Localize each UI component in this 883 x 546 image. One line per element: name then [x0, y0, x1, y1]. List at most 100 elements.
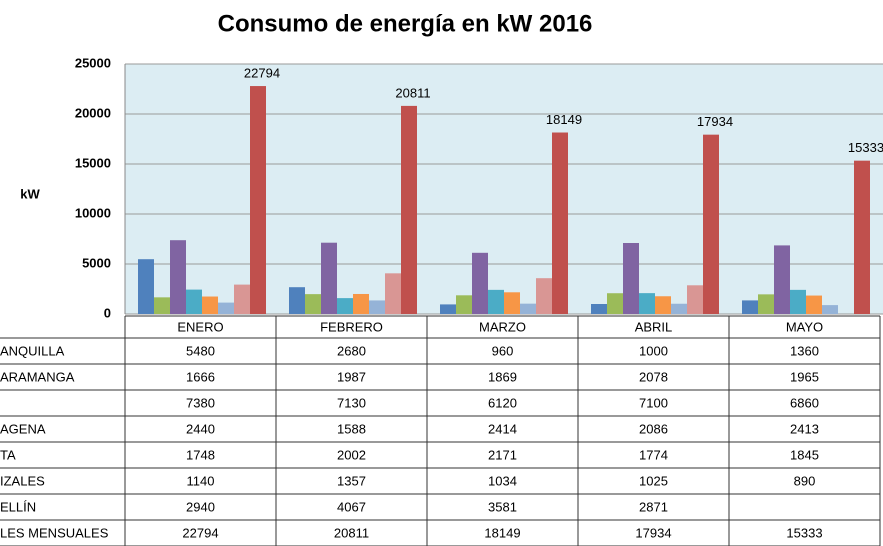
- table-cell: 1357: [337, 473, 366, 488]
- bar: [687, 285, 703, 314]
- y-tick-label: 0: [104, 305, 111, 320]
- bar: [234, 284, 250, 314]
- bar: [369, 300, 385, 314]
- bar: [218, 302, 234, 314]
- table-cell: 2086: [639, 421, 668, 436]
- bar: [552, 132, 568, 314]
- bar: [671, 303, 687, 314]
- bar: [806, 295, 822, 314]
- table-cell: 1666: [186, 369, 215, 384]
- bar: [472, 252, 488, 314]
- table-cell: 20811: [334, 525, 369, 540]
- bar: [170, 240, 186, 314]
- plot-area: [125, 64, 883, 314]
- table-cell: 1140: [187, 473, 215, 488]
- bar: [289, 287, 305, 314]
- y-tick-label: 15000: [75, 155, 111, 170]
- bar: [186, 289, 202, 314]
- x-tick-label: MAYO: [786, 319, 823, 334]
- legend-label: IZALES: [0, 473, 45, 488]
- y-axis-label: kW: [20, 186, 40, 201]
- data-label: 15333: [848, 140, 883, 155]
- bar: [774, 245, 790, 314]
- bar: [742, 300, 758, 314]
- table-cell: 6120: [488, 395, 517, 410]
- bar: [639, 293, 655, 314]
- table-cell: 17934: [635, 525, 671, 540]
- bar: [854, 160, 870, 314]
- legend-label: TA: [0, 447, 16, 462]
- legend-label: ARAMANGA: [0, 369, 75, 384]
- bar: [385, 273, 401, 314]
- y-tick-label: 25000: [75, 55, 111, 70]
- bar: [138, 259, 154, 314]
- table-cell: 6860: [790, 395, 819, 410]
- x-tick-label: FEBRERO: [320, 319, 383, 334]
- table-cell: 1025: [639, 473, 668, 488]
- legend-label: AGENA: [0, 421, 46, 436]
- y-tick-label: 20000: [75, 105, 111, 120]
- table-cell: 890: [794, 473, 816, 488]
- bar: [758, 294, 774, 314]
- legend-label: ANQUILLA: [0, 343, 65, 358]
- table-cell: 2680: [337, 343, 366, 358]
- table-cell: 1774: [639, 447, 668, 462]
- table-cell: 3581: [488, 499, 517, 514]
- data-label: 20811: [395, 85, 430, 100]
- bar: [353, 293, 369, 314]
- bar: [607, 293, 623, 314]
- table-cell: 22794: [182, 525, 218, 540]
- bar: [202, 296, 218, 314]
- x-tick-label: ENERO: [177, 319, 223, 334]
- table-cell: 960: [492, 343, 514, 358]
- table-cell: 2171: [488, 447, 517, 462]
- bar: [536, 278, 552, 314]
- bar: [703, 134, 719, 314]
- bar: [401, 105, 417, 314]
- chart-title: Consumo de energía en kW 2016: [218, 10, 593, 37]
- table-cell: 1588: [337, 421, 366, 436]
- table-cell: 2002: [337, 447, 366, 462]
- table-cell: 5480: [186, 343, 215, 358]
- table-cell: 2440: [186, 421, 215, 436]
- bar: [154, 297, 170, 314]
- data-label: 18149: [546, 112, 582, 127]
- bar: [520, 303, 536, 314]
- bar: [822, 305, 838, 314]
- bar: [440, 304, 456, 314]
- table-cell: 2078: [639, 369, 668, 384]
- y-tick-label: 10000: [75, 205, 111, 220]
- table-cell: 1034: [488, 473, 517, 488]
- x-tick-label: ABRIL: [635, 319, 673, 334]
- table-cell: 1360: [790, 343, 819, 358]
- table-cell: 2413: [790, 421, 819, 436]
- bar: [655, 296, 671, 314]
- bar: [321, 242, 337, 314]
- data-label: 17934: [697, 114, 733, 129]
- bar: [623, 243, 639, 314]
- table-cell: 2940: [186, 499, 215, 514]
- table-cell: 7380: [186, 395, 215, 410]
- table-cell: 15333: [786, 525, 822, 540]
- bar: [488, 289, 504, 314]
- table-cell: 7130: [337, 395, 366, 410]
- table-cell: 1845: [790, 447, 819, 462]
- legend-label: ELLÍN: [0, 499, 36, 514]
- table-cell: 1965: [790, 369, 819, 384]
- table-cell: 1869: [488, 369, 517, 384]
- bar: [337, 298, 353, 314]
- bar: [305, 294, 321, 314]
- table-cell: 1987: [337, 369, 366, 384]
- table-cell: 2414: [488, 421, 517, 436]
- bar: [456, 295, 472, 314]
- data-label: 22794: [244, 65, 280, 80]
- legend-label: LES MENSUALES: [0, 525, 109, 540]
- table-cell: 1000: [639, 343, 668, 358]
- bar: [591, 304, 607, 314]
- table-cell: 18149: [484, 525, 520, 540]
- x-tick-label: MARZO: [479, 319, 526, 334]
- table-cell: 1748: [186, 447, 215, 462]
- table-cell: 2871: [639, 499, 668, 514]
- bar: [250, 86, 266, 314]
